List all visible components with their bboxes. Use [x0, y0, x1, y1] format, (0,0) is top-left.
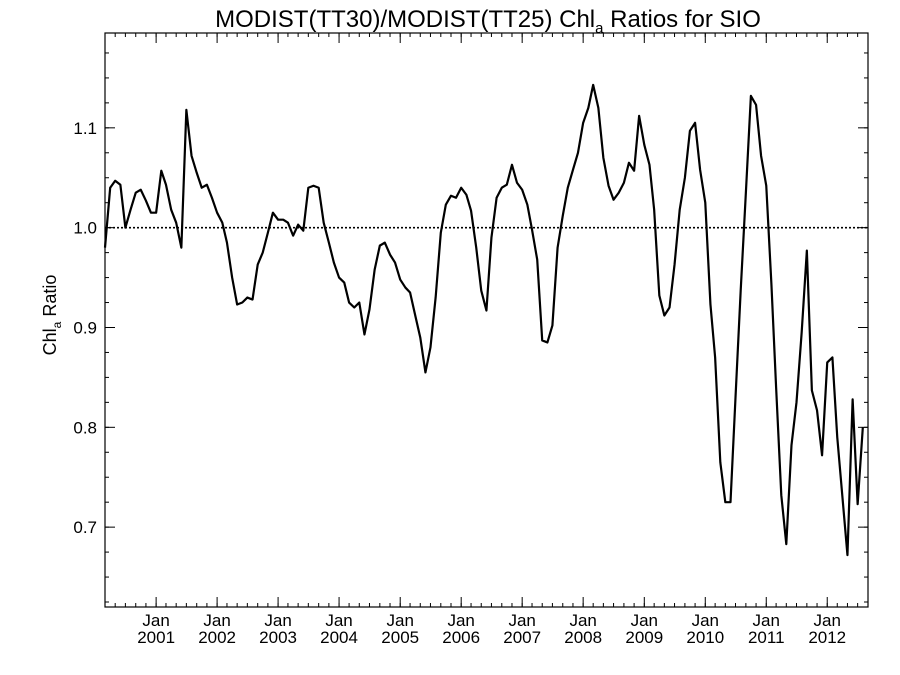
chart-title-main: MODIST(TT30)/MODIST(TT25) Chl	[215, 6, 595, 33]
y-tick-label: 0.8	[73, 418, 97, 437]
x-tick-label-year: 2006	[442, 628, 480, 647]
x-tick-label-month: Jan	[325, 611, 352, 630]
x-tick-label-month: Jan	[508, 611, 535, 630]
y-tick-label: 0.9	[73, 318, 97, 337]
chart-title-rest: Ratios for SIO	[603, 6, 760, 33]
y-axis-label-rest: Ratio	[40, 275, 60, 322]
series-line	[103, 83, 864, 557]
x-axis: Jan2001Jan2002Jan2003Jan2004Jan2005Jan20…	[137, 33, 846, 647]
x-tick-label-year: 2003	[259, 628, 297, 647]
x-tick-label-month: Jan	[142, 611, 169, 630]
x-tick-label-year: 2012	[808, 628, 846, 647]
plot-frame	[104, 32, 869, 608]
minor-ticks	[104, 33, 869, 607]
x-tick-label-month: Jan	[631, 611, 658, 630]
y-tick-label: 1.1	[73, 119, 97, 138]
y-tick-label: 0.7	[73, 518, 97, 537]
x-tick-label-year: 2009	[625, 628, 663, 647]
x-tick-label-year: 2011	[748, 628, 785, 647]
chart-title: MODIST(TT30)/MODIST(TT25) Chla Ratios fo…	[215, 6, 761, 37]
y-axis-label: Chla Ratio	[40, 275, 64, 356]
x-tick-label-month: Jan	[753, 611, 780, 630]
y-tick-label: 1.0	[73, 219, 97, 238]
x-tick-label-month: Jan	[447, 611, 474, 630]
x-tick-label-year: 2005	[381, 628, 419, 647]
x-tick-label-month: Jan	[569, 611, 596, 630]
y-axis-label-subscript: a	[50, 321, 64, 328]
y-axis: 0.7 0.8 0.9 1.0 1.1	[73, 119, 868, 537]
x-tick-label-year: 2001	[137, 628, 175, 647]
x-tick-label-year: 2004	[320, 628, 358, 647]
plot-border	[104, 32, 869, 608]
x-tick-label-month: Jan	[264, 611, 291, 630]
x-tick-label-month: Jan	[386, 611, 413, 630]
x-tick-label-year: 2008	[564, 628, 602, 647]
y-axis-label-main: Chl	[40, 328, 60, 355]
x-tick-label-month: Jan	[692, 611, 719, 630]
series-group	[103, 83, 864, 557]
x-tick-label-year: 2010	[686, 628, 724, 647]
x-tick-label-month: Jan	[203, 611, 230, 630]
x-tick-label-year: 2002	[198, 628, 236, 647]
chart-title-subscript: a	[595, 20, 604, 37]
x-tick-label-month: Jan	[814, 611, 841, 630]
x-tick-label-year: 2007	[503, 628, 541, 647]
